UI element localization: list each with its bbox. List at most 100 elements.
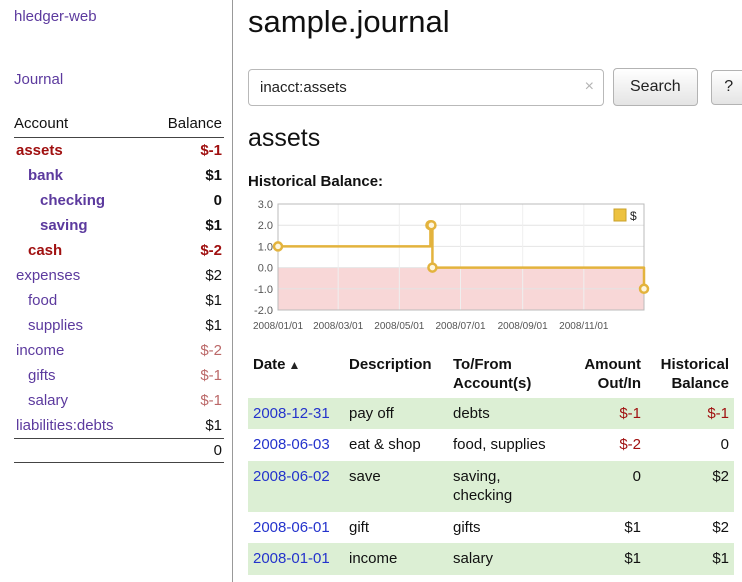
svg-text:-2.0: -2.0 [254, 305, 273, 317]
account-row: gifts $-1 [14, 363, 224, 388]
svg-text:3.0: 3.0 [258, 199, 273, 211]
register-amount: $-1 [619, 404, 641, 422]
register-row[interactable]: 2008-06-01 gift gifts $1 $2 [248, 512, 734, 544]
date-link[interactable]: 2008-01-01 [253, 550, 330, 567]
register-header-description: Description [349, 356, 432, 373]
accounts-table: Account Balance assets $-1 bank $1 checking 0… [14, 112, 224, 463]
account-balance: $-1 [200, 142, 222, 159]
accounts-header-balance: Balance [149, 112, 224, 138]
register-description: save [349, 467, 381, 485]
account-balance: $1 [205, 417, 222, 434]
account-row: salary $-1 [14, 388, 224, 413]
accounts-total-value: 0 [149, 438, 224, 463]
sidebar: hledger-web Journal Account Balance asse… [0, 0, 233, 582]
account-row: cash $-2 [14, 238, 224, 263]
register-date-cell: 2008-06-01 [248, 512, 344, 544]
register-accounts: gifts [453, 518, 481, 536]
account-link[interactable]: liabilities:debts [16, 417, 114, 434]
sidebar-item-journal[interactable]: Journal [14, 71, 64, 88]
register-header-date[interactable]: Date ▲ [248, 352, 344, 398]
register-accounts: food, supplies [453, 436, 546, 453]
register-balance: 0 [720, 436, 729, 453]
date-link[interactable]: 2008-06-03 [253, 436, 330, 453]
register-row[interactable]: 2008-12-31 pay off debts $-1 $-1 [248, 397, 734, 430]
accounts-header-account: Account [14, 112, 150, 138]
svg-text:2008/05/01: 2008/05/01 [374, 321, 424, 332]
svg-text:2008/03/01: 2008/03/01 [313, 321, 363, 332]
svg-text:1.0: 1.0 [258, 241, 273, 253]
register-date-cell: 2008-01-01 [248, 543, 344, 575]
account-link[interactable]: salary [28, 392, 69, 409]
account-balance: $-2 [200, 342, 222, 359]
page-title: sample.journal [248, 4, 450, 39]
register-date-cell: 2008-06-02 [248, 461, 344, 512]
account-link[interactable]: assets [16, 142, 63, 159]
account-link[interactable]: bank [28, 167, 64, 184]
account-link[interactable]: food [28, 292, 58, 309]
account-balance: $-1 [200, 392, 222, 409]
accounts-total-row: 0 [14, 438, 224, 463]
account-balance: 0 [213, 192, 222, 209]
svg-text:-1.0: -1.0 [254, 284, 273, 296]
account-link[interactable]: expenses [16, 267, 81, 284]
app-brand-link[interactable]: hledger-web [14, 8, 97, 25]
account-balance: $1 [205, 217, 222, 234]
svg-text:2008/09/01: 2008/09/01 [498, 321, 548, 332]
register-description: income [349, 550, 398, 567]
date-link[interactable]: 2008-12-31 [253, 404, 330, 422]
sort-asc-icon: ▲ [288, 358, 301, 372]
register-row[interactable]: 2008-06-02 save saving, checking 0 $2 [248, 460, 734, 512]
register-accounts: saving, checking [453, 467, 513, 505]
date-link[interactable]: 2008-06-01 [253, 518, 330, 536]
date-header-label: Date [253, 356, 286, 373]
date-link[interactable]: 2008-06-02 [253, 467, 330, 485]
account-balance: $-1 [200, 367, 222, 384]
search-button[interactable]: Search [613, 68, 698, 106]
search-box: × [248, 68, 604, 106]
account-balance: $1 [205, 292, 222, 309]
svg-text:2.0: 2.0 [258, 220, 273, 232]
chart-title: Historical Balance: [248, 173, 384, 190]
balance-chart: 3.0 2.0 1.0 0.0 -1.0 -2.0 2008/01/01 2008/03/01… [253, 199, 650, 332]
account-balance: $1 [205, 167, 222, 184]
help-button[interactable]: ? [710, 69, 742, 105]
account-row: food $1 [14, 288, 224, 313]
account-link[interactable]: supplies [28, 317, 84, 334]
account-row: bank $1 [14, 163, 224, 188]
svg-text:2008/01/01: 2008/01/01 [253, 321, 303, 332]
svg-text:2008/11/01: 2008/11/01 [559, 321, 609, 332]
register-date-cell: 2008-12-31 [248, 398, 344, 430]
register-row[interactable]: 2008-01-01 income salary $1 $1 [248, 543, 734, 575]
register-header-row: Date ▲ Description To/From Account(s) Amo… [248, 352, 734, 398]
svg-text:$: $ [630, 209, 637, 223]
account-row: supplies $1 [14, 313, 224, 338]
register-amount: $1 [624, 518, 641, 536]
register-header-balance: Historical Balance [660, 356, 729, 392]
clear-search-icon[interactable]: × [584, 77, 594, 95]
account-row: assets $-1 [14, 138, 224, 164]
svg-text:0.0: 0.0 [258, 263, 273, 275]
register-amount: $1 [624, 550, 641, 567]
register-description: gift [349, 518, 370, 536]
account-link[interactable]: gifts [28, 367, 56, 384]
register-date-cell: 2008-06-03 [248, 429, 344, 461]
register-table: Date ▲ Description To/From Account(s) Amo… [248, 352, 734, 575]
accounts-total-spacer [14, 438, 150, 463]
account-link[interactable]: income [16, 342, 65, 359]
register-amount: $-2 [619, 436, 641, 453]
account-balance: $1 [205, 317, 222, 334]
svg-text:2008/07/01: 2008/07/01 [435, 321, 485, 332]
account-link[interactable]: saving [40, 217, 88, 234]
search-input[interactable] [248, 68, 604, 106]
account-section-title: assets [248, 124, 321, 152]
register-header-accounts: To/From Account(s) [453, 356, 532, 392]
register-row[interactable]: 2008-06-03 eat & shop food, supplies $-2 0 [248, 429, 734, 461]
register-description: pay off [349, 404, 394, 422]
account-row: income $-2 [14, 338, 224, 363]
register-balance: $-1 [707, 404, 729, 422]
account-link[interactable]: checking [40, 192, 106, 209]
account-balance: $2 [205, 267, 222, 284]
register-balance: $1 [712, 550, 729, 567]
account-link[interactable]: cash [28, 242, 63, 259]
